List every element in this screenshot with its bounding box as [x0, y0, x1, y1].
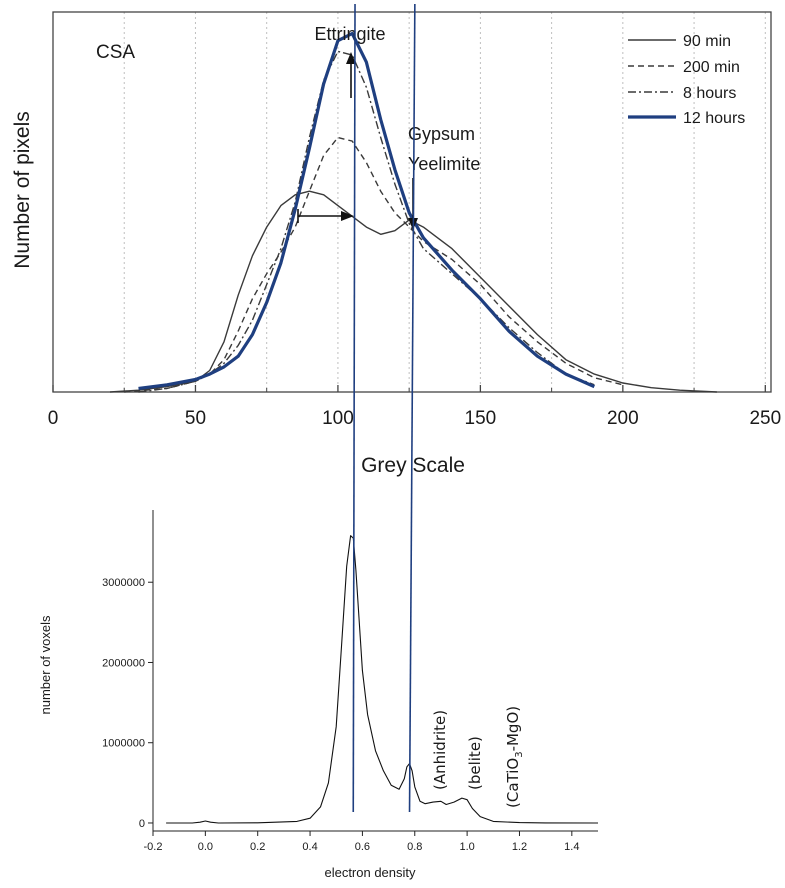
series-line-200-min [124, 136, 623, 393]
bottom-x-tick-label: 1.4 [564, 841, 579, 853]
legend-label-12-hours: 12 hours [683, 110, 745, 127]
peak-correlation-lines [352, 3, 416, 813]
ettringite-label: Ettringite [314, 24, 385, 44]
bottom-x-axis-ticks: -0.2 0.0 0.2 0.4 0.6 0.8 1.0 1.2 1.4 [144, 831, 579, 853]
top-x-tick-label: 200 [607, 408, 639, 429]
top-x-tick-label: 50 [185, 408, 206, 429]
correlation-line-2 [408, 3, 416, 813]
csa-label: CSA [96, 42, 135, 63]
legend-item-90-min: 90 min [628, 33, 731, 50]
yeelimite-label: Yeelimite [408, 154, 480, 174]
top-x-tick-label: 0 [48, 408, 59, 429]
bottom-y-tick-label: 0 [139, 818, 145, 830]
legend-item-8-hours: 8 hours [628, 85, 736, 102]
top-vertical-gridlines [123, 12, 766, 392]
bottom-y-axis-title: number of voxels [38, 615, 53, 714]
anhydrite-label: (Anhidrite) [431, 710, 449, 790]
bottom-x-axis-title: electron density [324, 865, 416, 880]
catio3-mgo-label: (CaTiO3-MgO) [504, 706, 525, 808]
top-series-lines [109, 31, 717, 393]
bottom-x-tick-label: 0.6 [355, 841, 370, 853]
bottom-x-tick-label: 0.8 [407, 841, 422, 853]
bottom-y-tick-label: 1000000 [102, 738, 145, 750]
legend-label-200-min: 200 min [683, 59, 740, 76]
bottom-x-tick-label: 1.2 [512, 841, 527, 853]
catio3-prefix: (CaTiO [504, 758, 522, 808]
top-x-axis-title: Grey Scale [361, 454, 465, 477]
bottom-series-lines [166, 535, 599, 824]
top-x-tick-label: 250 [749, 408, 781, 429]
legend-item-12-hours: 12 hours [628, 110, 745, 127]
catio3-suffix: -MgO) [504, 706, 522, 752]
correlation-line-1 [352, 3, 356, 813]
top-x-tick-label: 100 [322, 408, 354, 429]
series-line-90-min [109, 190, 717, 393]
bottom-x-tick-label: 1.0 [459, 841, 474, 853]
top-y-axis-title: Number of pixels [11, 111, 34, 269]
legend-item-200-min: 200 min [628, 59, 740, 76]
bottom-y-tick-label: 2000000 [102, 657, 145, 669]
electron-density-line [166, 535, 599, 824]
legend-label-8-hours: 8 hours [683, 85, 736, 102]
bottom-y-tick-label: 3000000 [102, 577, 145, 589]
bottom-x-tick-label: 0.4 [302, 841, 317, 853]
catio3-subscript: 3 [514, 751, 525, 757]
bottom-x-tick-label: -0.2 [144, 841, 163, 853]
electron-density-histogram-chart: 0 1000000 2000000 3000000 -0.2 0.0 0.2 0.4 0.6 0… [38, 510, 599, 880]
ettringite-arrow [346, 52, 356, 98]
belite-label: (belite) [466, 736, 484, 790]
bottom-y-axis-ticks: 0 1000000 2000000 3000000 [102, 577, 153, 830]
grey-scale-histogram-chart: 0 50 100 150 200 250 CSA Ettringite Gypsum Ye… [11, 11, 781, 477]
legend-label-90-min: 90 min [683, 33, 731, 50]
top-legend: 90 min 200 min 8 hours 12 hours [628, 33, 745, 127]
peak-shift-arrow [297, 209, 354, 223]
gypsum-label: Gypsum [408, 124, 475, 144]
bottom-x-tick-label: 0.2 [250, 841, 265, 853]
series-line-12-hours [138, 31, 595, 390]
top-x-tick-label: 150 [465, 408, 497, 429]
bottom-x-tick-label: 0.0 [198, 841, 213, 853]
series-line-8-hours [138, 50, 595, 393]
